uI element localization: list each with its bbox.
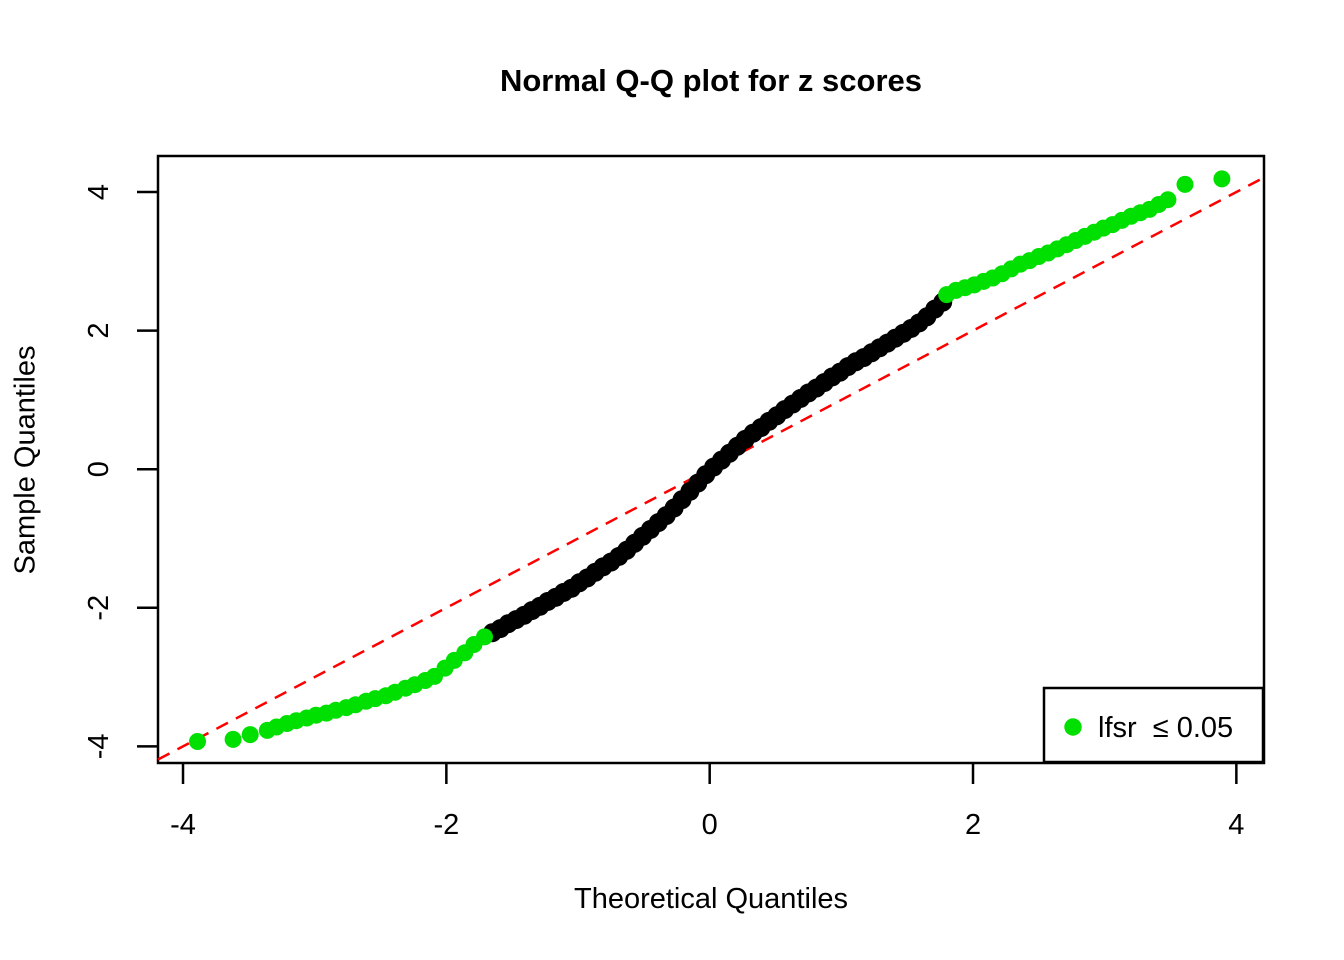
data-point (1159, 191, 1177, 209)
legend-label: lfsr ≤ 0.05 (1098, 712, 1233, 744)
data-point (189, 733, 206, 750)
data-point (1176, 175, 1194, 193)
y-tick-label: 4 (83, 184, 115, 200)
legend-marker-icon (1064, 718, 1082, 736)
y-axis-ticks: -4 -2 0 2 4 (83, 184, 158, 759)
x-axis-ticks: -4 -2 0 2 4 (170, 763, 1244, 841)
data-point (241, 726, 259, 744)
data-point (1213, 170, 1231, 188)
y-tick-label: -2 (83, 595, 115, 621)
x-tick-label: -2 (433, 809, 459, 841)
x-axis-label: Theoretical Quantiles (573, 883, 849, 915)
data-point (476, 628, 493, 646)
legend: lfsr ≤ 0.05 (1042, 686, 1265, 764)
plot-title: Normal Q-Q plot for z scores (499, 63, 922, 98)
y-tick-label: 0 (83, 461, 115, 477)
data-point (224, 730, 242, 748)
x-tick-label: 2 (965, 809, 981, 841)
y-axis-label: Sample Quantiles (9, 345, 42, 575)
x-tick-label: 0 (702, 809, 718, 841)
points-significant (189, 170, 1231, 750)
y-tick-label: 2 (83, 323, 115, 339)
x-tick-label: 4 (1228, 809, 1244, 841)
plot-box (156, 154, 1266, 765)
points-nonsignificant (482, 292, 953, 643)
y-tick-label: -4 (83, 733, 115, 759)
x-tick-label: -4 (170, 809, 196, 841)
